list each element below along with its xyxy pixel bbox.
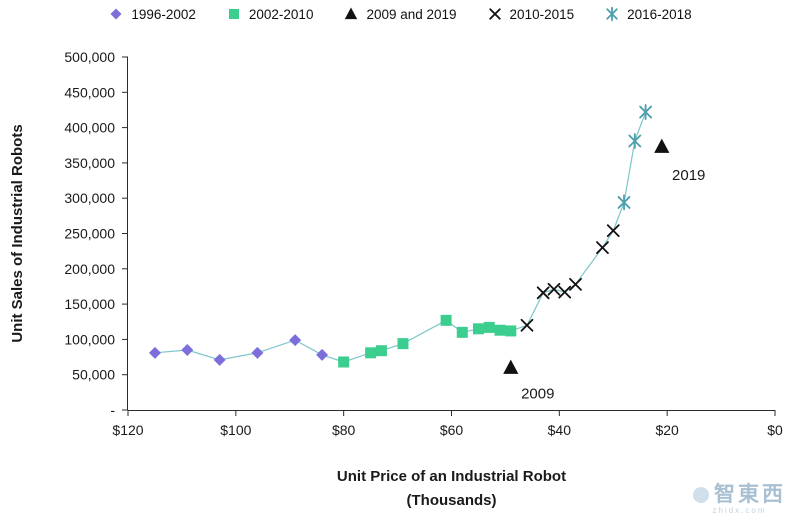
- svg-text:$80: $80: [332, 422, 356, 438]
- svg-text:$100: $100: [220, 422, 251, 438]
- chart-legend: 1996-2002 2002-2010 2009 and 2019 2010-2015…: [0, 6, 800, 22]
- axes: [122, 56, 776, 416]
- legend-item-1996-2002: 1996-2002: [108, 6, 196, 22]
- svg-text:300,000: 300,000: [64, 190, 115, 206]
- series-1996-2002: [148, 334, 329, 366]
- x-axis-subtitle: (Thousands): [407, 492, 497, 509]
- svg-text:$20: $20: [655, 422, 679, 438]
- x-axis-title: Unit Price of an Industrial Robot: [337, 468, 566, 485]
- x-axis-tick-labels: $120 $100 $80 $60 $40 $20 $0: [112, 422, 783, 438]
- annotation-2009: 2009: [521, 386, 554, 403]
- svg-text:250,000: 250,000: [64, 226, 115, 242]
- legend-label: 2016-2018: [627, 6, 692, 22]
- svg-text:400,000: 400,000: [64, 120, 115, 136]
- watermark-text: 智東西: [714, 483, 786, 507]
- y-axis-title: Unit Sales of Industrial Robots: [9, 124, 26, 342]
- legend-item-2002-2010: 2002-2010: [226, 6, 314, 22]
- legend-label: 1996-2002: [131, 6, 196, 22]
- square-marker-icon: [228, 9, 239, 19]
- annotation-2019: 2019: [672, 167, 705, 184]
- watermark-zhidongxi: 智東西 zhidx.com: [693, 483, 786, 516]
- svg-text:200,000: 200,000: [64, 261, 115, 277]
- legend-label: 2002-2010: [248, 6, 314, 22]
- series-2009-and-2019: [503, 138, 670, 374]
- zhidongxi-logo-icon: [693, 486, 709, 503]
- xcross-marker-icon: [488, 8, 501, 20]
- svg-text:$60: $60: [440, 422, 464, 438]
- legend-label: 2009 and 2019: [366, 6, 457, 22]
- watermark-subtext: zhidx.com: [712, 506, 767, 516]
- trend-line: [154, 111, 647, 363]
- svg-text:150,000: 150,000: [64, 296, 115, 312]
- svg-text:450,000: 450,000: [64, 84, 115, 100]
- svg-text:$0: $0: [767, 422, 783, 438]
- svg-text:50,000: 50,000: [72, 367, 115, 383]
- y-axis-tick-labels: - 50,000 100,000 150,000 200,000 250,000 300,0…: [64, 49, 115, 418]
- svg-text:$40: $40: [548, 422, 572, 438]
- diamond-marker-icon: [110, 8, 122, 20]
- svg-text:-: -: [110, 402, 115, 418]
- series-2002-2010: [338, 314, 517, 368]
- legend-item-2009-and-2019: 2009 and 2019: [343, 6, 457, 22]
- series-2010-2015: [520, 224, 620, 332]
- svg-text:$120: $120: [112, 422, 143, 438]
- triangle-marker-icon: [345, 7, 358, 20]
- series-2016-2018: [617, 104, 652, 211]
- legend-item-2010-2015: 2010-2015: [487, 6, 575, 22]
- svg-text:500,000: 500,000: [64, 49, 115, 65]
- xstar-marker-icon: [606, 6, 618, 22]
- svg-text:100,000: 100,000: [64, 331, 115, 347]
- legend-label: 2010-2015: [509, 6, 575, 22]
- svg-text:350,000: 350,000: [64, 155, 115, 171]
- legend-item-2016-2018: 2016-2018: [604, 6, 692, 22]
